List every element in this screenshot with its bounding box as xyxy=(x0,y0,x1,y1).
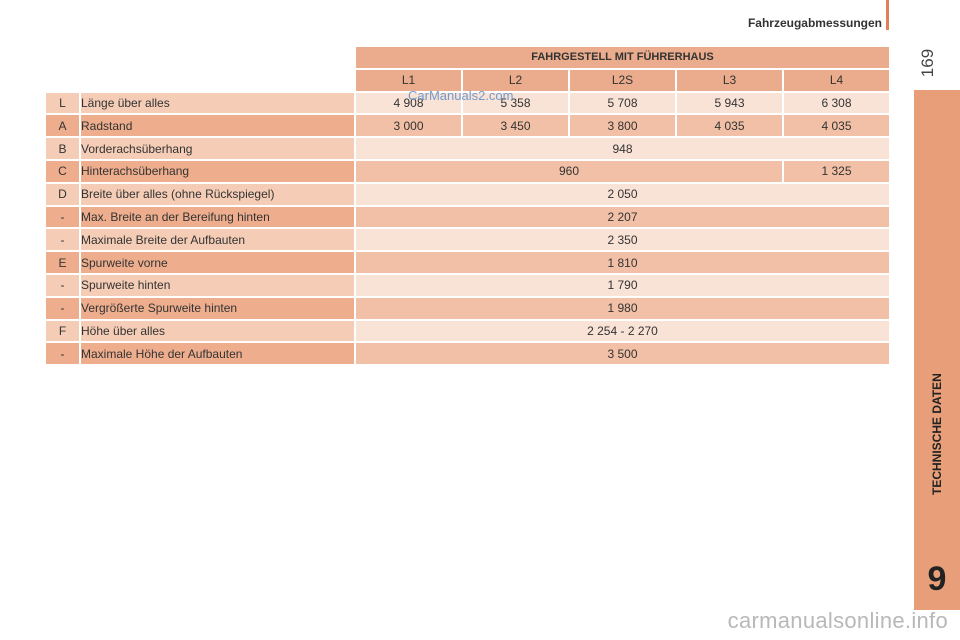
section-title: Fahrzeugabmessungen xyxy=(747,16,882,30)
row-code: D xyxy=(46,183,79,205)
row-label: Maximale Breite der Aufbauten xyxy=(81,229,354,251)
value-cell: 3 800 xyxy=(570,115,675,137)
value-cell: 4 908 xyxy=(356,92,461,114)
table-row: D Breite über alles (ohne Rückspiegel) 2… xyxy=(46,183,889,205)
row-code: - xyxy=(46,297,79,319)
value-cell: 6 308 xyxy=(784,92,889,114)
row-label: Höhe über alles xyxy=(81,320,354,342)
value-cell: 2 207 xyxy=(356,206,889,228)
value-cell: 5 943 xyxy=(677,92,782,114)
chapter-number: 9 xyxy=(927,560,947,598)
model-header-l3: L3 xyxy=(677,69,782,91)
value-cell: 3 450 xyxy=(463,115,568,137)
row-label: Radstand xyxy=(81,115,354,137)
table-row: - Maximale Höhe der Aufbauten 3 500 xyxy=(46,343,889,365)
page-number: 169 xyxy=(918,48,937,78)
value-cell: 2 050 xyxy=(356,183,889,205)
row-code: F xyxy=(46,320,79,342)
value-cell: 1 810 xyxy=(356,252,889,273)
row-code: E xyxy=(46,252,79,273)
value-cell: 960 xyxy=(356,160,782,182)
table-row: - Vergrößerte Spurweite hinten 1 980 xyxy=(46,297,889,319)
model-header-l2s: L2S xyxy=(570,69,675,91)
table-corner xyxy=(46,47,354,91)
row-code: A xyxy=(46,115,79,137)
table-row: - Max. Breite an der Bereifung hinten 2 … xyxy=(46,206,889,228)
watermark: CarManuals2.com xyxy=(408,88,514,103)
value-cell: 1 790 xyxy=(356,274,889,296)
header-divider xyxy=(886,0,889,30)
table-row: - Spurweite hinten 1 790 xyxy=(46,274,889,296)
dimensions-table: FAHRGESTELL MIT FÜHRERHAUS L1 L2 L2S L 3 … xyxy=(44,45,891,366)
table-row: L Länge über alles 4 908 5 358 5 708 5 9… xyxy=(46,92,889,114)
value-cell: 3 000 xyxy=(356,115,461,137)
table-row: B Vorderachsüberhang 948 xyxy=(46,138,889,159)
table-row: A Radstand 3 000 3 450 3 800 4 035 4 035 xyxy=(46,115,889,137)
value-cell: 948 xyxy=(356,138,889,159)
value-cell: 5 708 xyxy=(570,92,675,114)
value-cell: 1 325 xyxy=(784,160,889,182)
row-code: C xyxy=(46,160,79,182)
model-header-l4: L4 xyxy=(784,69,889,91)
row-label: Hinterachsüberhang xyxy=(81,160,354,182)
chapter-side-tab xyxy=(914,90,960,610)
footer-watermark: carmanualsonline.info xyxy=(727,608,948,633)
row-code: - xyxy=(46,274,79,296)
value-cell: 1 980 xyxy=(356,297,889,319)
group-header: FAHRGESTELL MIT FÜHRERHAUS xyxy=(356,47,889,68)
row-label: Vergrößerte Spurweite hinten xyxy=(81,297,354,319)
row-code: B xyxy=(46,138,79,159)
chapter-title: TECHNISCHE DATEN xyxy=(930,373,944,495)
model-header-l2: L2 xyxy=(463,69,568,91)
row-label: Vorderachsüberhang xyxy=(81,138,354,159)
row-code: L xyxy=(46,92,79,114)
row-code: - xyxy=(46,206,79,228)
row-label: Maximale Höhe der Aufbauten xyxy=(81,343,354,365)
model-header-l1: L1 xyxy=(356,69,461,91)
row-label: Breite über alles (ohne Rückspiegel) xyxy=(81,183,354,205)
value-cell: 2 350 xyxy=(356,229,889,251)
row-label: Spurweite vorne xyxy=(81,252,354,273)
row-label: Länge über alles xyxy=(81,92,354,114)
table-row: E Spurweite vorne 1 810 xyxy=(46,252,889,273)
row-code: - xyxy=(46,343,79,365)
row-label: Spurweite hinten xyxy=(81,274,354,296)
row-label: Max. Breite an der Bereifung hinten xyxy=(81,206,354,228)
row-code: - xyxy=(46,229,79,251)
value-cell: 4 035 xyxy=(784,115,889,137)
table-row: - Maximale Breite der Aufbauten 2 350 xyxy=(46,229,889,251)
table-row: C Hinterachsüberhang 960 1 325 xyxy=(46,160,889,182)
value-cell: 5 358 xyxy=(463,92,568,114)
value-cell: 4 035 xyxy=(677,115,782,137)
table-row: F Höhe über alles 2 254 - 2 270 xyxy=(46,320,889,342)
value-cell: 2 254 - 2 270 xyxy=(356,320,889,342)
value-cell: 3 500 xyxy=(356,343,889,365)
